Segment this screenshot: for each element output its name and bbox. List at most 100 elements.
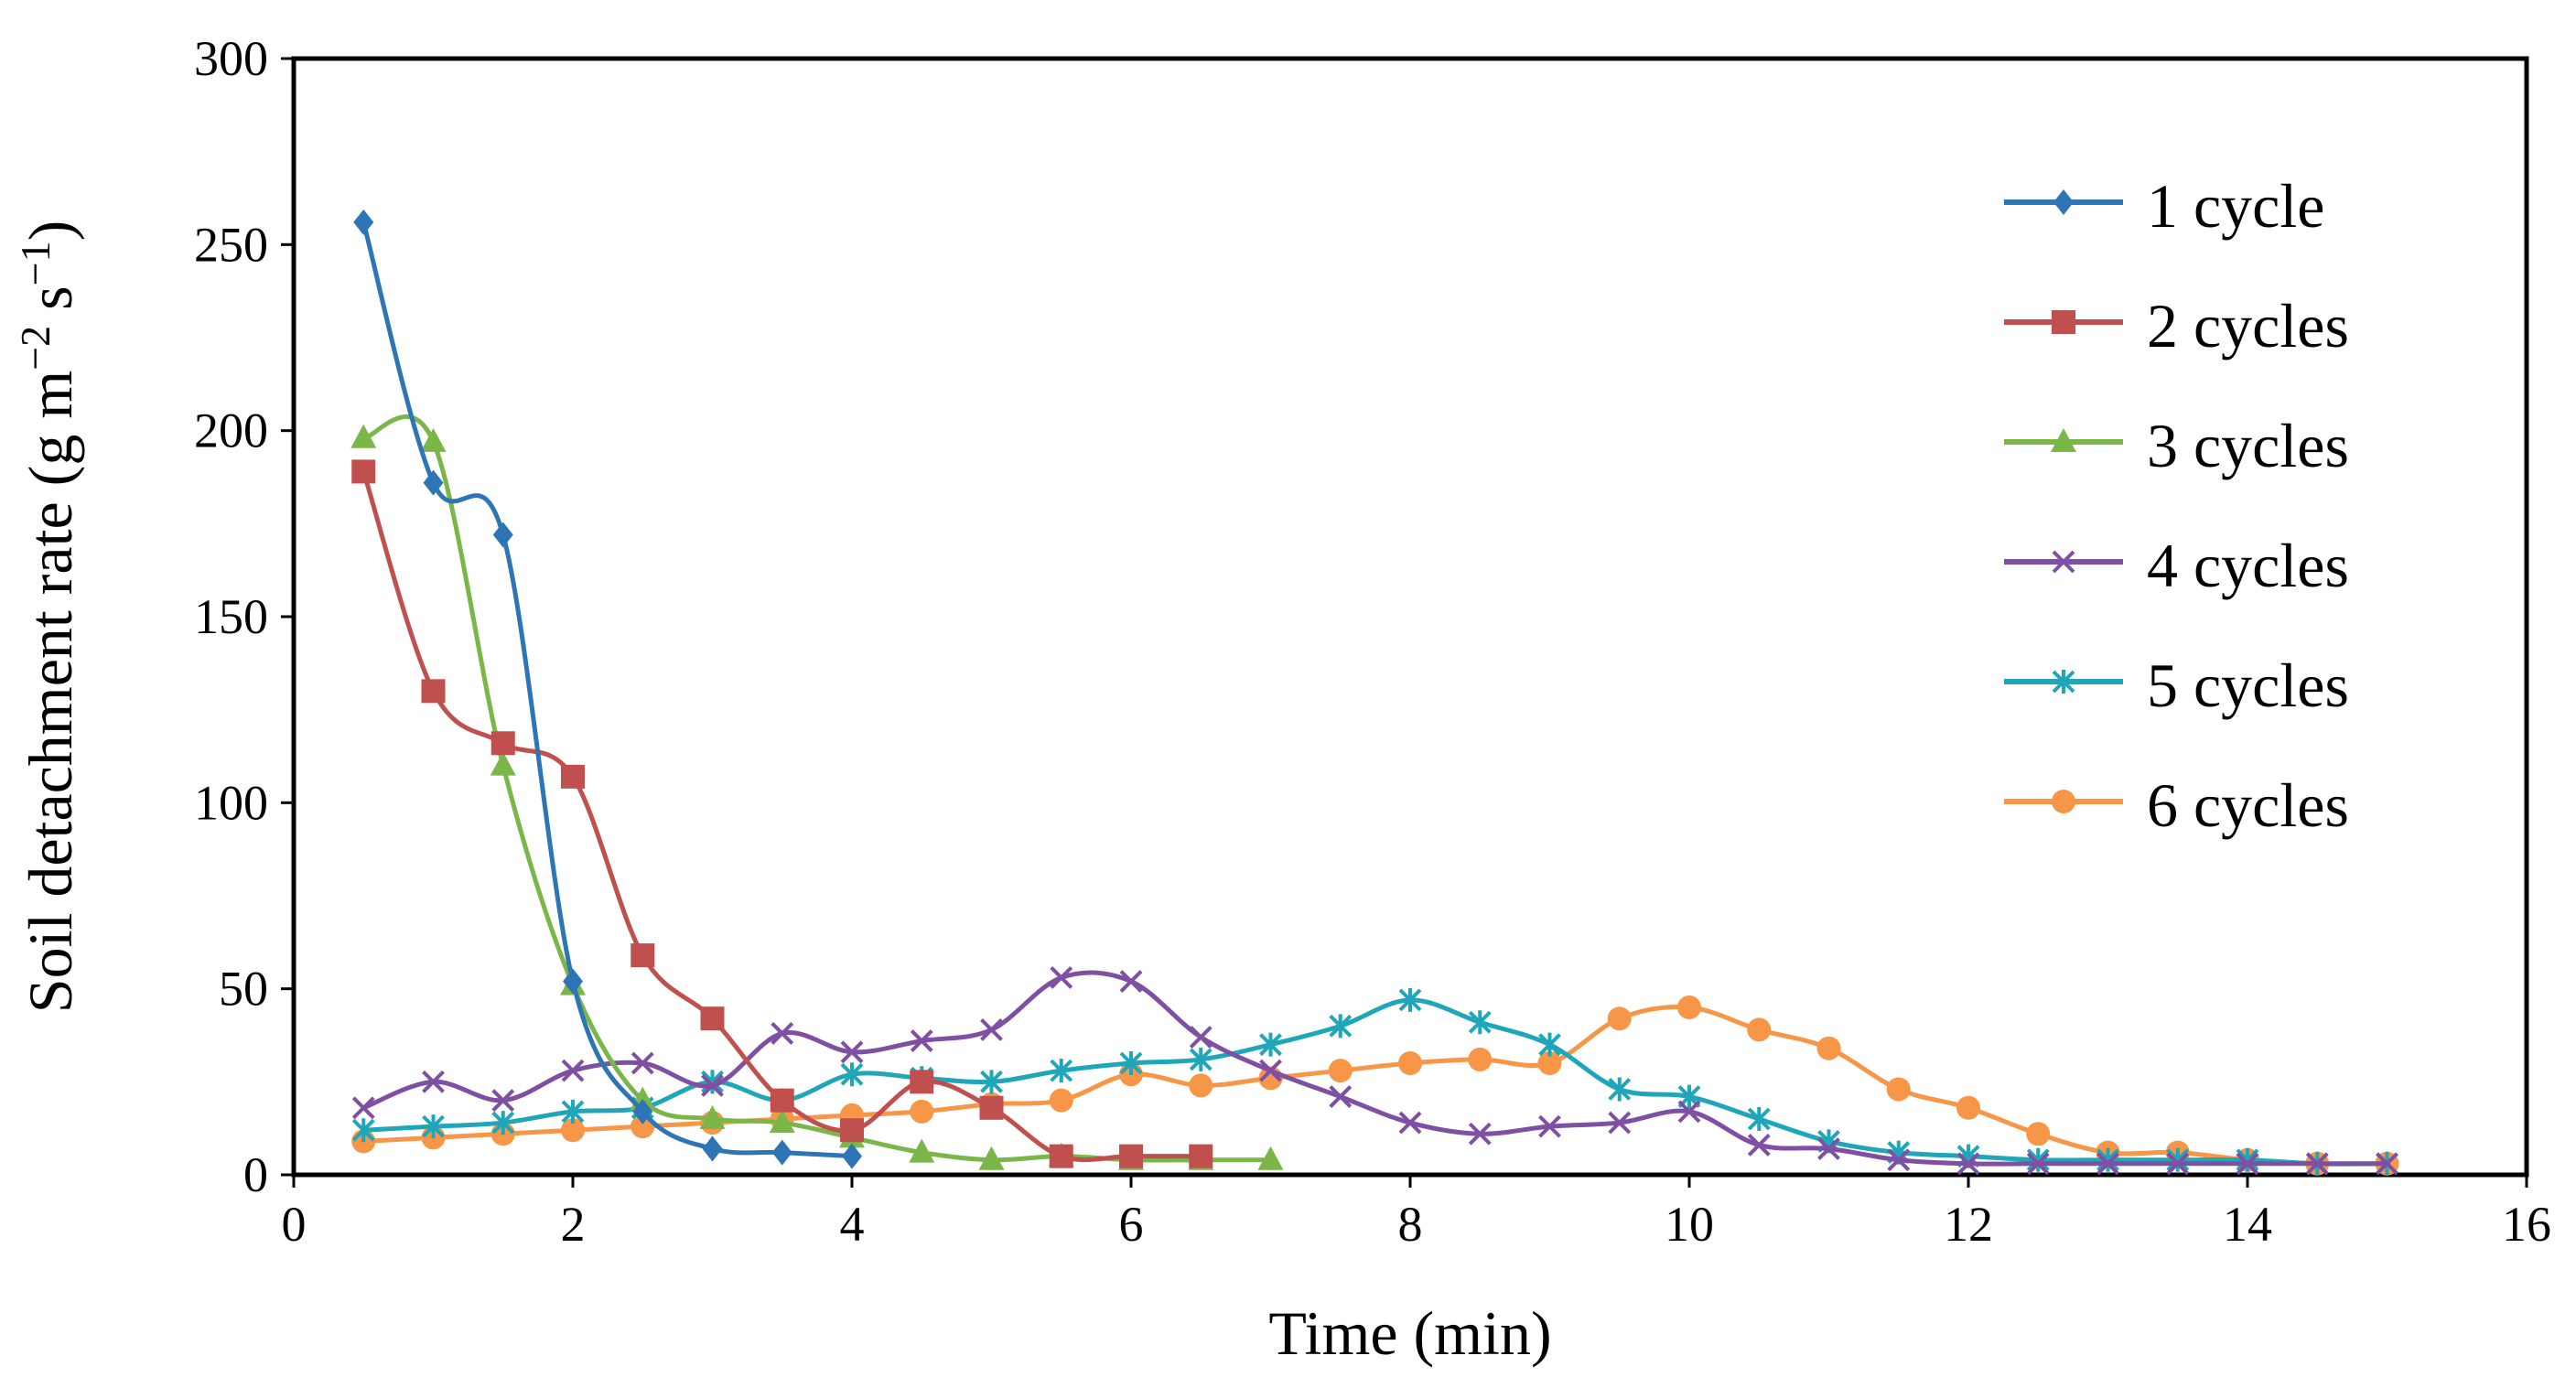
data-point — [1259, 1032, 1282, 1057]
series-line — [361, 470, 1202, 1163]
data-point — [561, 1099, 585, 1124]
data-point — [351, 1096, 375, 1120]
data-point — [701, 1070, 724, 1094]
series-4 — [351, 966, 2398, 1176]
data-point — [1538, 1114, 1561, 1138]
data-point — [350, 424, 377, 448]
legend-item-6: 6 cycles — [2004, 770, 2349, 840]
data-point — [561, 1059, 585, 1082]
data-point — [351, 1118, 375, 1143]
legend-label: 5 cycles — [2147, 651, 2349, 720]
data-point — [1538, 1032, 1561, 1057]
data-point — [491, 1111, 515, 1135]
legend-item-3: 3 cycles — [2004, 411, 2349, 480]
y-tick-label: 100 — [194, 775, 268, 830]
data-point — [1608, 1077, 1632, 1102]
y-tick-label: 300 — [194, 31, 268, 86]
legend-label: 4 cycles — [2147, 531, 2349, 600]
x-tick-label: 12 — [1944, 1197, 1993, 1252]
legend-label: 3 cycles — [2147, 411, 2349, 480]
data-point — [1119, 1144, 1143, 1168]
data-point — [840, 1118, 864, 1143]
data-point — [1189, 1026, 1213, 1049]
data-point — [561, 1118, 585, 1143]
series-line — [363, 997, 2387, 1167]
data-point — [769, 1109, 795, 1134]
data-point — [1747, 1017, 1772, 1042]
data-point — [2305, 1152, 2329, 1176]
data-point — [1398, 987, 1422, 1012]
legend-marker — [2053, 189, 2074, 215]
data-point — [1328, 1059, 1353, 1083]
data-point — [1050, 966, 1073, 989]
data-point — [910, 1070, 934, 1094]
data-point — [1049, 1088, 1073, 1113]
legend-marker — [2051, 428, 2076, 452]
series-line — [363, 1005, 2387, 1167]
data-point — [1329, 1014, 1353, 1038]
x-tick-label: 10 — [1665, 1197, 1714, 1252]
data-point — [1189, 1144, 1213, 1168]
legend-item-2: 2 cycles — [2004, 291, 2349, 360]
y-axis-title: Soil detachment rate (g m−2 s−1) — [12, 221, 85, 1013]
data-point — [1189, 1073, 1213, 1098]
data-point — [700, 1006, 725, 1031]
data-point — [840, 1062, 864, 1087]
data-point — [1189, 1047, 1213, 1071]
series-2 — [351, 459, 1213, 1168]
y-tick-label: 50 — [219, 962, 268, 1017]
y-tick-label: 200 — [194, 403, 268, 458]
data-point — [2376, 1152, 2398, 1176]
data-point — [422, 1114, 445, 1139]
data-point — [351, 459, 376, 484]
data-point — [1608, 1111, 1632, 1135]
data-point — [1398, 1111, 1422, 1135]
data-point — [910, 1029, 933, 1053]
data-point — [2026, 1147, 2050, 1172]
x-tick-label: 14 — [2223, 1197, 2272, 1252]
data-point — [1329, 1085, 1353, 1109]
legend-item-1: 1 cycle — [2004, 171, 2324, 241]
data-point — [563, 968, 583, 995]
legend-marker — [2052, 550, 2075, 574]
data-point — [1049, 1144, 1073, 1168]
data-point — [702, 1135, 723, 1162]
legend: 1 cycle 2 cycles 3 cycles 4 cycles 5 cycles 6… — [2004, 171, 2349, 840]
data-point — [840, 1040, 864, 1064]
data-point — [420, 427, 447, 452]
y-axis-ticks: 0 50 100 150 200 250 300 — [194, 31, 294, 1202]
x-tick-label: 6 — [1119, 1197, 1144, 1252]
data-point — [1468, 1010, 1492, 1035]
data-point — [2026, 1152, 2050, 1176]
data-point — [2026, 1122, 2051, 1146]
y-tick-label: 250 — [194, 217, 268, 272]
data-point — [1468, 1047, 1493, 1071]
data-point — [2166, 1147, 2190, 1172]
y-axis-title-mid: s — [16, 285, 85, 325]
data-point — [491, 1089, 515, 1113]
legend-label: 6 cycles — [2147, 770, 2349, 840]
data-point — [1398, 1051, 1422, 1075]
data-point — [910, 1099, 934, 1124]
x-tick-label: 16 — [2502, 1197, 2551, 1252]
legend-marker — [2052, 670, 2075, 694]
data-point — [1886, 1077, 1911, 1102]
data-point — [421, 679, 446, 704]
y-axis-title-exp1: −2 — [12, 326, 59, 371]
data-point — [1747, 1134, 1771, 1157]
y-tick-label: 0 — [243, 1147, 268, 1202]
y-axis-title-end: ) — [16, 221, 85, 242]
data-point — [2096, 1152, 2119, 1176]
series-1 — [353, 209, 862, 1169]
data-point — [492, 522, 513, 548]
data-point — [2166, 1152, 2190, 1176]
legend-item-4: 4 cycles — [2004, 531, 2349, 600]
data-point — [1677, 995, 1701, 1019]
data-point — [632, 1098, 653, 1124]
series-3 — [350, 414, 1284, 1170]
data-point — [1259, 1059, 1282, 1082]
data-point — [490, 731, 515, 756]
data-point — [1887, 1148, 1911, 1172]
data-point — [699, 1105, 726, 1129]
data-point — [1677, 1100, 1701, 1124]
